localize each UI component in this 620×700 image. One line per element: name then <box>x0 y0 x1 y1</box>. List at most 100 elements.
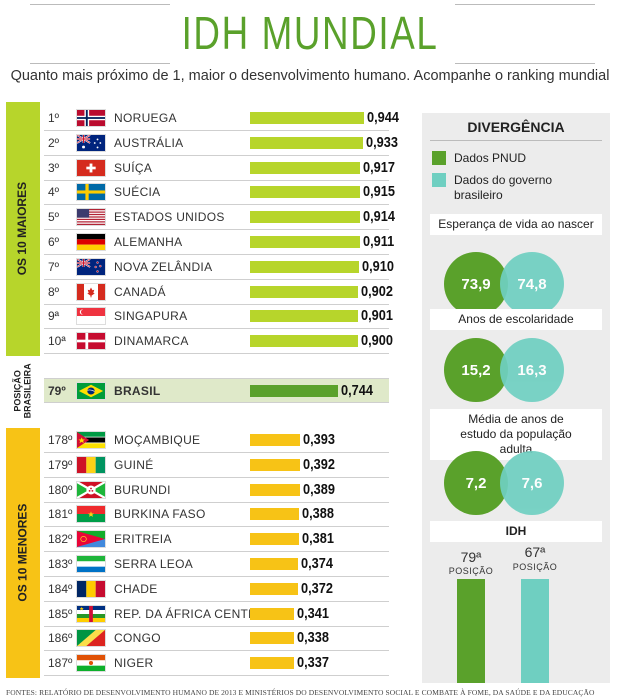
bar-mark <box>250 385 338 397</box>
row-country: SERRA LEOA <box>114 557 194 571</box>
row-country: BURKINA FASO <box>114 507 206 522</box>
bar-mark <box>250 434 300 446</box>
row-country: CONGO <box>114 631 161 646</box>
table-row: 3º SUÍÇA 0,917 <box>44 156 395 181</box>
circle-life-pnud: 73,9 <box>444 252 508 316</box>
idh-gov-pos-label: POSIÇÃO <box>512 562 558 572</box>
table-row: 180º BURUNDI 0,389 <box>44 478 389 503</box>
row-country: BURUNDI <box>114 482 171 497</box>
bar-mark <box>250 186 361 199</box>
row-country: NOVA ZELÂNDIA <box>114 259 213 274</box>
table-row: 1º NORUEGA 0,944 <box>44 106 399 131</box>
row-country: GUINÉ <box>114 457 154 472</box>
bar-mark <box>250 310 359 323</box>
table-row: 185º REP. DA ÁFRICA CENTRAL 0,341 <box>44 602 389 627</box>
row-rank: 187º <box>48 656 73 671</box>
circle-school-pnud: 15,2 <box>444 338 508 402</box>
table-row: 4º SUÉCIA 0,915 <box>44 180 395 206</box>
row-rank: 179º <box>48 457 73 472</box>
bar-mark <box>250 260 360 273</box>
row-value: 0,944 <box>367 109 399 126</box>
divergence-panel: DIVERGÊNCIA Dados PNUD Dados do governo … <box>422 113 610 683</box>
sidebar-brazil-label: POSIÇÃO BRASILEIRA <box>12 363 32 419</box>
row-value: 0,381 <box>301 530 334 548</box>
table-row: 186º CONGO 0,338 <box>44 626 389 652</box>
denmark-flag-icon <box>76 332 106 351</box>
row-country: ERITREIA <box>114 532 172 547</box>
row-value: 0,915 <box>363 183 395 201</box>
legend-pnud-label: Dados PNUD <box>454 151 527 165</box>
burkina-faso-flag-icon <box>76 505 106 524</box>
row-rank: 182º <box>48 532 73 547</box>
row-rank: 185º <box>48 606 73 621</box>
section-label-school: Anos de escolaridade <box>430 309 602 330</box>
sidebar-top-label: OS 10 MAIORES <box>15 182 30 276</box>
table-row: 2º AUSTRÁLIA 0,933 <box>44 131 397 156</box>
row-rank: 1º <box>48 111 60 125</box>
row-rank: 10ª <box>48 334 66 349</box>
norway-flag-icon <box>76 109 106 127</box>
row-rank: 9ª <box>48 309 60 324</box>
bar-mark <box>250 335 358 348</box>
table-row: 183º SERRA LEOA 0,374 <box>44 552 389 577</box>
australia-flag-icon <box>76 133 106 152</box>
bar-mark <box>250 211 360 224</box>
table-row: 7º NOVA ZELÂNDIA 0,910 <box>44 255 394 280</box>
congo-flag-icon <box>76 629 106 648</box>
sidebar-brazil: POSIÇÃO BRASILEIRA <box>6 362 40 420</box>
bar-mark <box>250 558 298 570</box>
sweden-flag-icon <box>76 183 106 202</box>
row-country: CHADE <box>114 581 158 596</box>
row-value: 0,933 <box>365 133 398 151</box>
row-rank: 8º <box>48 284 60 299</box>
legend-gov-label: Dados do governo brasileiro <box>454 173 553 202</box>
usa-flag-icon <box>76 208 106 227</box>
row-country: SUÍÇA <box>114 160 153 175</box>
circle-study-pnud: 7,2 <box>444 451 508 515</box>
section-label-life: Esperança de vida ao nascer <box>430 214 602 235</box>
germany-flag-icon <box>76 233 106 251</box>
section-label-idh: IDH <box>430 521 602 542</box>
bar-mark <box>250 112 364 124</box>
canada-flag-icon <box>76 282 106 301</box>
title-rule-left <box>30 4 170 64</box>
row-country: SINGAPURA <box>114 309 188 324</box>
sidebar-bottom-label: OS 10 MENORES <box>15 503 30 603</box>
circle-study-gov: 7,6 <box>500 451 564 515</box>
table-row: 187º NIGER 0,337 <box>44 651 389 677</box>
row-rank: 2º <box>48 135 60 150</box>
panel-divider <box>430 140 602 141</box>
table-row: 5º ESTADOS UNIDOS 0,914 <box>44 205 395 231</box>
table-row: 6º ALEMANHA 0,911 <box>44 230 394 255</box>
burundi-flag-icon <box>76 480 106 499</box>
row-rank: 3º <box>48 160 60 175</box>
row-value: 0,338 <box>297 629 330 647</box>
row-country: DINAMARCA <box>114 334 189 349</box>
idh-pnud-bar <box>457 579 485 683</box>
row-value: 0,900 <box>361 332 393 350</box>
row-country: NIGER <box>114 656 154 671</box>
row-country: AUSTRÁLIA <box>114 135 184 150</box>
row-rank: 181º <box>48 507 73 522</box>
bar-mark <box>250 136 363 149</box>
row-rank: 7º <box>48 259 60 274</box>
row-rank: 79º <box>48 384 66 398</box>
sierra-leone-flag-icon <box>76 555 106 573</box>
row-value: 0,901 <box>361 307 394 325</box>
row-value: 0,374 <box>300 555 333 572</box>
row-country: ALEMANHA <box>114 235 183 249</box>
legend-gov-swatch <box>432 173 446 187</box>
mozambique-flag-icon <box>76 431 106 449</box>
row-value: 0,902 <box>361 282 394 300</box>
title-rule-right <box>455 4 595 64</box>
row-rank: 180º <box>48 482 73 497</box>
switzerland-flag-icon <box>76 158 106 177</box>
idh-pnud-pos-label: POSIÇÃO <box>448 566 494 576</box>
bar-mark <box>250 657 294 670</box>
row-rank: 6º <box>48 235 60 249</box>
row-country: REP. DA ÁFRICA CENTRAL <box>114 606 273 621</box>
row-value: 0,337 <box>297 654 329 672</box>
row-value: 0,389 <box>302 480 335 498</box>
row-value: 0,744 <box>341 382 373 399</box>
row-value: 0,917 <box>363 158 396 176</box>
